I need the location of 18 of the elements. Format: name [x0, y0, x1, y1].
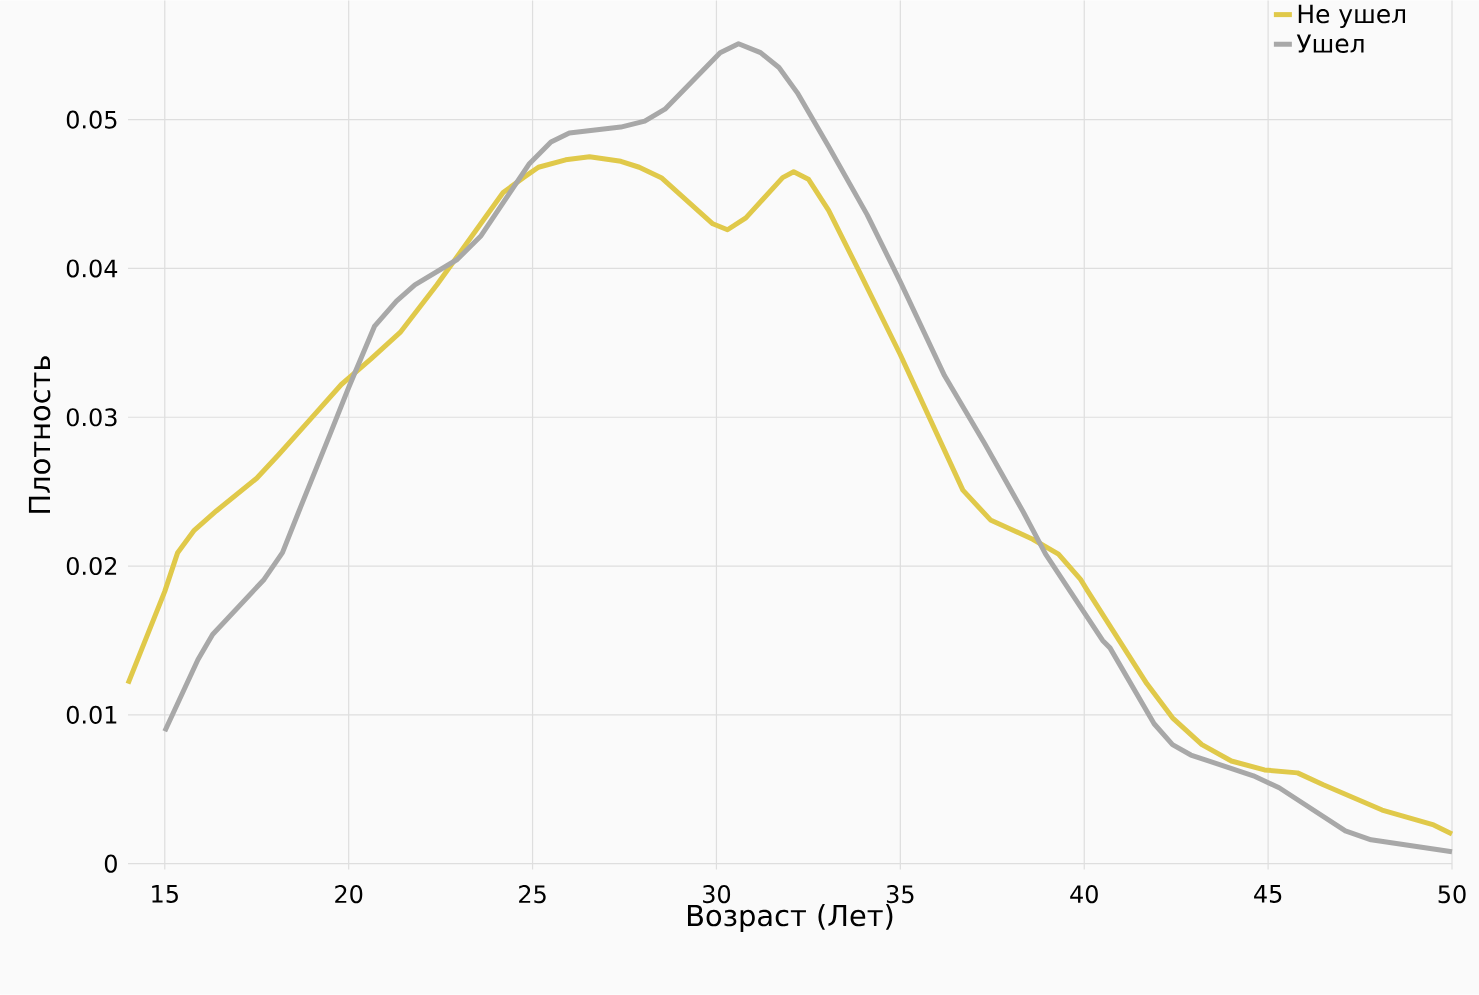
x-tick-label: 20: [335, 885, 363, 904]
x-tick-label: 45: [1254, 885, 1282, 904]
legend-label: Ушел: [1296, 34, 1364, 54]
y-tick-label: 0.02: [66, 557, 117, 576]
y-tick-label: 0.01: [66, 706, 117, 725]
x-axis-title: Возраст (Лет): [687, 904, 893, 933]
x-tick-label: 40: [1070, 885, 1098, 904]
x-tick-label: 35: [886, 885, 914, 904]
y-tick-label: 0: [104, 854, 117, 873]
y-tick-label: 0.03: [66, 408, 117, 427]
x-tick-label: 50: [1438, 885, 1466, 904]
legend-label: Не ушел: [1298, 4, 1406, 29]
y-tick-label: 0.04: [66, 259, 118, 278]
y-tick-label: 0.05: [66, 110, 117, 129]
y-axis-title: Плотность: [28, 356, 51, 513]
x-tick-label: 30: [703, 885, 731, 904]
x-tick-label: 25: [519, 885, 546, 904]
x-tick-label: 15: [152, 885, 178, 904]
